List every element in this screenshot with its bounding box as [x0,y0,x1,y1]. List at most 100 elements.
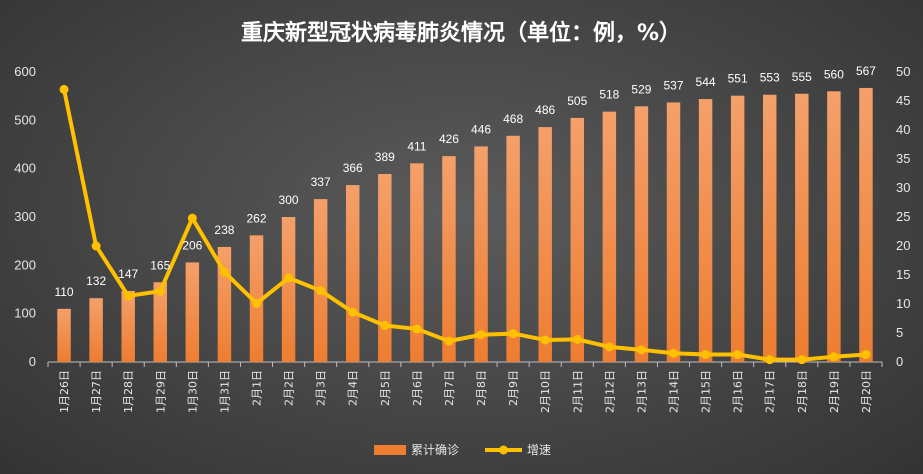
x-tick-label: 2月17日 [764,370,777,413]
y-left-tick-label: 200 [14,257,36,272]
x-tick-label: 1月29日 [154,370,167,413]
bar-data-label: 551 [728,72,748,86]
y-left-tick-label: 300 [14,209,36,224]
x-tick-label: 2月5日 [379,370,392,406]
bar [698,99,713,363]
y-right-tick-label: 5 [896,325,903,340]
legend-swatch-bar [374,445,406,455]
line-point [155,286,165,296]
y-left-tick-label: 100 [14,306,36,321]
x-tick-label: 1月26日 [58,370,71,413]
bar [378,173,392,362]
y-right-tick-label: 15 [896,267,910,282]
bar-data-label: 468 [503,112,523,126]
bar [185,262,200,362]
legend-marker-line [499,445,508,455]
legend: 累计确诊 增速 [374,443,551,457]
bar [538,127,552,362]
bar [121,290,135,362]
bar [827,91,841,362]
bar-data-label: 411 [407,139,426,153]
line-point [59,84,69,94]
bar [153,282,168,362]
line-point [476,330,486,340]
bar-data-label: 446 [471,122,491,136]
bar-data-label: 110 [54,285,73,299]
bar [795,93,809,362]
bar-data-label: 426 [439,132,459,146]
x-tick-label: 2月13日 [635,370,648,413]
bar-data-label: 132 [86,274,106,288]
x-tick-label: 2月2日 [283,370,296,406]
bar [313,199,328,362]
bar-data-label: 206 [182,238,202,252]
bar [474,146,488,362]
bar [442,156,456,362]
bar-data-label: 537 [663,78,683,92]
line-point [572,334,582,344]
bar [57,308,71,362]
bar-data-label: 553 [760,71,780,85]
line-point [444,336,454,346]
y-left-tick-label: 400 [14,161,36,176]
line-point [604,342,614,352]
bar [281,217,296,362]
x-tick-label: 2月11日 [571,370,584,413]
x-tick-label: 2月9日 [507,370,520,406]
bar [602,111,617,362]
x-tick-label: 1月27日 [90,370,103,413]
bar-data-label: 389 [375,150,395,164]
bar [666,102,681,362]
x-tick-label: 2月14日 [668,370,681,413]
x-tick-label: 1月28日 [122,370,135,413]
legend-label-line: 增速 [527,443,551,457]
bar-data-label: 165 [150,258,170,272]
bar [506,135,520,362]
legend-label-bar: 累计确诊 [411,443,459,457]
line-point [508,329,518,339]
y-right-tick-label: 25 [896,209,910,224]
bar [570,117,585,363]
line-point [829,352,839,362]
bar-series [57,87,873,363]
y-right-tick-label: 10 [896,296,910,311]
x-tick-label: 2月4日 [347,370,360,406]
y-right-tick-label: 20 [896,238,910,253]
bar-data-label: 560 [824,67,844,81]
x-tick-label: 1月31日 [218,370,231,413]
bar-data-label: 505 [567,94,587,108]
y-right-tick-label: 35 [896,151,910,166]
bar-data-label: 300 [279,193,299,207]
x-tick-label: 2月12日 [603,370,616,413]
line-point [412,324,422,334]
y-left-tick-label: 600 [14,64,36,79]
line-point [380,320,390,330]
x-tick-label: 2月20日 [860,370,873,413]
line-point [765,355,775,365]
line-point [861,349,871,359]
line-point [669,348,678,358]
x-tick-label: 2月16日 [732,370,745,413]
chart-title: 重庆新型冠状病毒肺炎情况（单位：例，%） [241,20,681,46]
y-left-tick-label: 0 [29,354,36,369]
bar [730,95,745,362]
line-point [123,291,133,301]
line-point [187,213,197,223]
y-right-tick-label: 0 [896,354,903,369]
line-point [733,349,743,359]
x-tick-label: 2月6日 [411,370,424,406]
y-right-tick-label: 30 [896,180,910,195]
line-point [701,349,711,359]
bar-data-label: 366 [343,161,363,175]
bar [634,106,649,362]
bar [762,94,777,362]
bar [410,163,424,362]
bar-data-label: 529 [631,82,651,96]
bar-data-label: 555 [792,70,812,84]
bar-data-label: 262 [246,211,266,225]
line-point [219,267,229,277]
bar [89,298,103,362]
data-labels: 110 132 147 165 206 238 262 300 337 366 389 411 426 4… [54,64,876,299]
line-point [252,298,261,308]
x-tick-label: 2月19日 [828,370,841,413]
